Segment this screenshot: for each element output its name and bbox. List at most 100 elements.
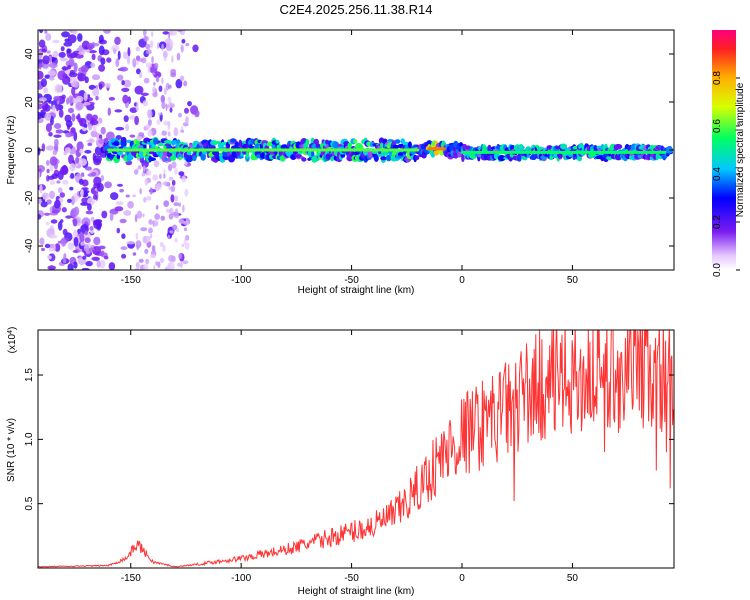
- colorbar-tick-label: 0.6: [712, 119, 723, 133]
- noise-blob: [122, 51, 128, 60]
- noise-blob: [45, 160, 50, 166]
- noise-blob: [153, 265, 156, 270]
- noise-blob: [129, 115, 136, 120]
- noise-blob: [83, 101, 91, 106]
- noise-blob: [138, 258, 144, 263]
- noise-blob: [106, 131, 115, 141]
- noise-blob: [54, 243, 61, 252]
- snr-ylabel: SNR (10 * v/v): [6, 418, 17, 482]
- noise-blob: [177, 30, 183, 33]
- noise-blob: [123, 210, 132, 216]
- noise-blob: [75, 156, 80, 164]
- ridge-blob: [517, 153, 522, 162]
- noise-blob: [79, 117, 83, 127]
- noise-blob: [93, 220, 102, 230]
- noise-blob: [150, 234, 153, 239]
- noise-blob: [72, 218, 78, 227]
- noise-blob: [156, 119, 161, 125]
- noise-blob: [38, 97, 48, 102]
- noise-blob: [154, 62, 159, 69]
- noise-blob: [161, 130, 167, 136]
- noise-blob: [78, 178, 84, 185]
- spectrogram-xlabel: Height of straight line (km): [298, 285, 415, 296]
- noise-blob: [82, 190, 90, 194]
- colorbar-tick-label: 0.8: [712, 71, 723, 85]
- noise-blob: [49, 180, 56, 186]
- noise-blob: [169, 230, 174, 234]
- noise-blob: [58, 109, 64, 118]
- noise-blob: [62, 257, 67, 264]
- x-tick-label: -150: [121, 573, 141, 584]
- noise-blob: [96, 182, 104, 192]
- noise-blob: [135, 232, 139, 240]
- noise-blob: [132, 252, 137, 256]
- noise-blob: [161, 101, 166, 110]
- x-tick-label: 0: [459, 275, 465, 286]
- noise-blob: [167, 84, 172, 89]
- spectrogram-ylabel: Frequency (Hz): [6, 116, 17, 185]
- noise-blob: [170, 185, 176, 192]
- y-tick-label: -20: [24, 190, 35, 205]
- noise-blob: [180, 129, 185, 133]
- noise-blob: [168, 176, 174, 181]
- noise-blob: [61, 31, 70, 38]
- y-tick-label: 1.5: [24, 368, 35, 382]
- noise-blob: [126, 55, 131, 65]
- noise-blob: [84, 237, 91, 243]
- noise-blob: [54, 83, 63, 94]
- noise-blob: [57, 187, 63, 194]
- noise-blob: [137, 165, 142, 170]
- noise-blob: [173, 202, 179, 207]
- noise-blob: [46, 168, 50, 174]
- noise-blob: [81, 65, 89, 73]
- noise-blob: [182, 204, 185, 213]
- noise-blob: [167, 125, 171, 130]
- x-tick-label: -50: [344, 573, 359, 584]
- noise-blob: [165, 82, 170, 91]
- noise-blob: [38, 39, 46, 48]
- ridge-blob: [170, 155, 177, 161]
- noise-blob: [72, 249, 79, 253]
- noise-blob: [134, 214, 138, 223]
- noise-blob: [168, 254, 174, 262]
- noise-blob: [38, 214, 42, 220]
- noise-blob: [159, 173, 162, 180]
- noise-blob: [100, 126, 106, 135]
- noise-blob: [183, 238, 187, 245]
- noise-blob: [100, 175, 105, 182]
- snr-axes: -150 -100 -50 0 50 0.5 1.0 1.5: [24, 330, 674, 584]
- noise-blob: [59, 192, 65, 198]
- ridge-blob: [325, 139, 329, 145]
- noise-blob: [38, 197, 42, 204]
- noise-blob: [38, 171, 41, 180]
- ridge-blob: [138, 150, 145, 159]
- noise-blob: [73, 81, 79, 88]
- noise-blob: [146, 170, 152, 176]
- noise-blob: [44, 30, 48, 34]
- noise-blob: [41, 247, 45, 252]
- noise-blob: [116, 227, 121, 234]
- noise-blob: [180, 260, 183, 268]
- noise-blob: [57, 221, 63, 231]
- noise-blob: [164, 57, 167, 62]
- noise-blob: [194, 109, 200, 118]
- noise-blob: [178, 252, 183, 260]
- noise-blob: [114, 36, 121, 45]
- noise-blob: [155, 205, 159, 210]
- colorbar: 0.0 0.2 0.4 0.6 0.8 Normalized spectral ampl…: [712, 30, 746, 277]
- noise-blob: [121, 233, 126, 239]
- noise-blob: [153, 160, 160, 168]
- noise-blob: [83, 92, 88, 102]
- noise-blob: [72, 30, 78, 35]
- noise-blob: [45, 221, 50, 226]
- noise-blob: [145, 43, 151, 50]
- noise-blob: [108, 262, 116, 270]
- noise-blob: [82, 255, 87, 260]
- noise-blob: [168, 32, 171, 39]
- noise-blob: [98, 34, 104, 43]
- noise-blob: [147, 129, 153, 137]
- noise-blob: [147, 67, 151, 74]
- noise-blob: [84, 230, 88, 236]
- noise-blob: [56, 180, 61, 184]
- noise-blob: [115, 58, 120, 68]
